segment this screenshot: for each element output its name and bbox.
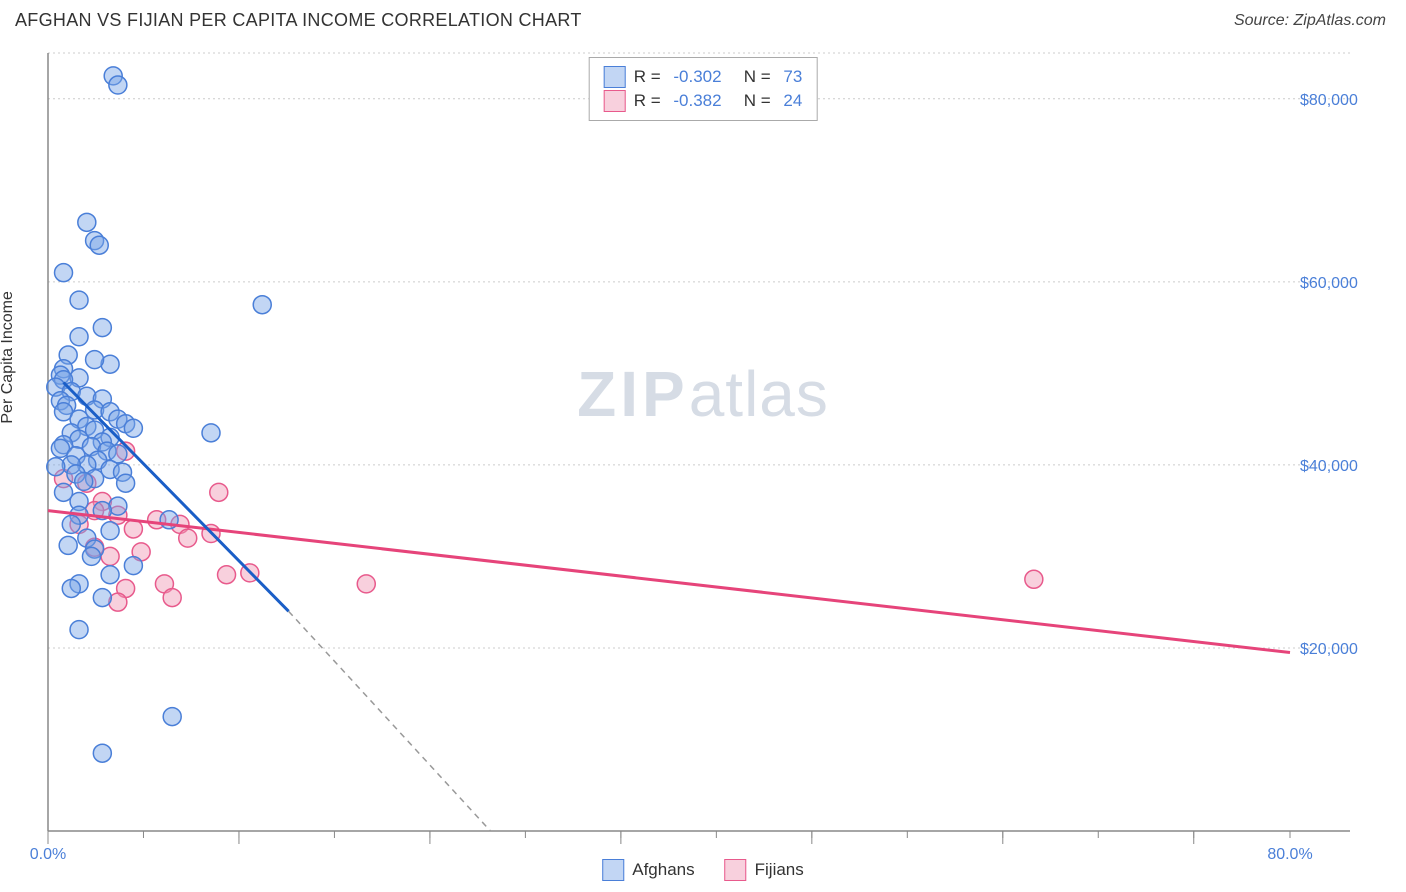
legend-n-value-1: 24 bbox=[783, 91, 802, 111]
legend-n-value-0: 73 bbox=[783, 67, 802, 87]
svg-text:$40,000: $40,000 bbox=[1300, 458, 1358, 475]
legend-top-row-1: R = -0.382 N = 24 bbox=[604, 90, 803, 112]
svg-text:$20,000: $20,000 bbox=[1300, 641, 1358, 658]
svg-text:$60,000: $60,000 bbox=[1300, 275, 1358, 292]
legend-top-row-0: R = -0.302 N = 73 bbox=[604, 66, 803, 88]
chart-container: Per Capita Income $20,000$40,000$60,000$… bbox=[0, 41, 1406, 881]
y-axis-label: Per Capita Income bbox=[0, 291, 17, 424]
svg-text:0.0%: 0.0% bbox=[30, 846, 66, 861]
chart-title: AFGHAN VS FIJIAN PER CAPITA INCOME CORRE… bbox=[15, 10, 582, 31]
scatter-chart: $20,000 $40,000 $60,000 $80,000 0.0% 80.0% bbox=[0, 41, 1406, 861]
legend-r-value-0: -0.302 bbox=[673, 67, 721, 87]
legend-r-label-1: R = bbox=[634, 91, 666, 111]
chart-source: Source: ZipAtlas.com bbox=[1234, 12, 1386, 30]
legend-swatch-fijians bbox=[604, 90, 626, 112]
legend-r-label-0: R = bbox=[634, 67, 666, 87]
legend-n-label-1: N = bbox=[730, 91, 776, 111]
legend-bottom-item-1: Fijians bbox=[725, 859, 804, 881]
legend-bottom-label-1: Fijians bbox=[755, 860, 804, 880]
chart-header: AFGHAN VS FIJIAN PER CAPITA INCOME CORRE… bbox=[0, 0, 1406, 41]
legend-bottom-item-0: Afghans bbox=[602, 859, 694, 881]
legend-top: R = -0.302 N = 73 R = -0.382 N = 24 bbox=[589, 57, 818, 121]
svg-text:80.0%: 80.0% bbox=[1267, 846, 1312, 861]
legend-bottom-swatch-afghans bbox=[602, 859, 624, 881]
legend-bottom-swatch-fijians bbox=[725, 859, 747, 881]
legend-bottom: Afghans Fijians bbox=[602, 859, 804, 881]
legend-r-value-1: -0.382 bbox=[673, 91, 721, 111]
legend-swatch-afghans bbox=[604, 66, 626, 88]
legend-bottom-label-0: Afghans bbox=[632, 860, 694, 880]
legend-n-label-0: N = bbox=[730, 67, 776, 87]
svg-text:$80,000: $80,000 bbox=[1300, 92, 1358, 109]
